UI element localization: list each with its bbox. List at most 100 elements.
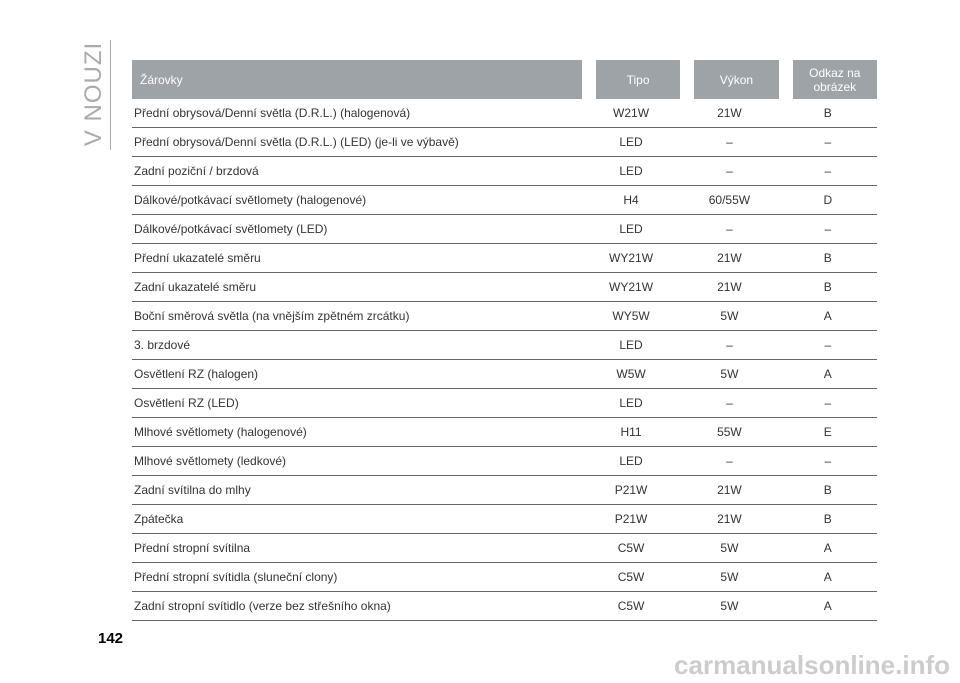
table-cell: Zadní svítilna do mlhy <box>132 476 582 505</box>
header-cell: Výkon <box>680 60 779 99</box>
table-cell: 5W <box>680 360 779 389</box>
table-cell: – <box>680 447 779 476</box>
bulb-table: Žárovky Tipo Výkon Odkaz na obrázek Přední o… <box>132 60 877 621</box>
table-cell: 21W <box>680 273 779 302</box>
table-cell: Dálkové/potkávací světlomety (halogenové… <box>132 186 582 215</box>
table-row: Přední obrysová/Denní světla (D.R.L.) (h… <box>132 99 877 128</box>
table-cell: Přední stropní svítilna <box>132 534 582 563</box>
table-row: Osvětlení RZ (halogen) W5W 5W A <box>132 360 877 389</box>
table-cell: P21W <box>581 505 681 534</box>
table-cell: A <box>778 360 877 389</box>
table-cell: E <box>778 418 877 447</box>
table-row: Dálkové/potkávací světlomety (LED) LED – – <box>132 215 877 244</box>
table-cell: WY21W <box>581 244 681 273</box>
side-tab: V NOUZI <box>80 40 111 150</box>
table-row: Mlhové světlomety (halogenové) H11 55W E <box>132 418 877 447</box>
table-row: Zadní poziční / brzdová LED – – <box>132 157 877 186</box>
table-cell: 21W <box>680 476 779 505</box>
table-cell: Osvětlení RZ (LED) <box>132 389 582 418</box>
table-cell: A <box>778 302 877 331</box>
table-cell: Zadní poziční / brzdová <box>132 157 582 186</box>
table-cell: Osvětlení RZ (halogen) <box>132 360 582 389</box>
table-cell: A <box>778 534 877 563</box>
table-cell: C5W <box>581 563 681 592</box>
table-cell: – <box>680 389 779 418</box>
table-cell: Přední obrysová/Denní světla (D.R.L.) (L… <box>132 128 582 157</box>
header-cell: Tipo <box>581 60 681 99</box>
table-cell: H4 <box>581 186 681 215</box>
table-cell: – <box>778 157 877 186</box>
table-cell: W21W <box>581 99 681 128</box>
table-cell: – <box>680 331 779 360</box>
table-cell: A <box>778 592 877 621</box>
table-cell: – <box>778 215 877 244</box>
table-cell: B <box>778 99 877 128</box>
table-cell: WY21W <box>581 273 681 302</box>
table-cell: P21W <box>581 476 681 505</box>
table-cell: A <box>778 563 877 592</box>
page-number: 142 <box>98 630 124 647</box>
table-cell: 5W <box>680 563 779 592</box>
table-cell: 5W <box>680 302 779 331</box>
header-cell: Odkaz na obrázek <box>778 60 877 99</box>
table-cell: B <box>778 505 877 534</box>
table-row: Osvětlení RZ (LED) LED – – <box>132 389 877 418</box>
table-cell: 21W <box>680 505 779 534</box>
table-cell: – <box>680 128 779 157</box>
table-cell: – <box>778 331 877 360</box>
table-cell: Přední stropní svítidla (sluneční clony) <box>132 563 582 592</box>
table-cell: C5W <box>581 592 681 621</box>
table-cell: – <box>778 128 877 157</box>
table-cell: Zpátečka <box>132 505 582 534</box>
table-cell: Zadní stropní svítidlo (verze bez střešn… <box>132 592 582 621</box>
table-row: Přední stropní svítilna C5W 5W A <box>132 534 877 563</box>
table-cell: Mlhové světlomety (halogenové) <box>132 418 582 447</box>
table-cell: C5W <box>581 534 681 563</box>
side-label: V NOUZI <box>80 41 108 147</box>
table-row: Zadní svítilna do mlhy P21W 21W B <box>132 476 877 505</box>
table-cell: B <box>778 476 877 505</box>
table-cell: 5W <box>680 534 779 563</box>
table-row: Boční směrová světla (na vnějším zpětném… <box>132 302 877 331</box>
table-cell: LED <box>581 447 681 476</box>
table-cell: D <box>778 186 877 215</box>
table-cell: H11 <box>581 418 681 447</box>
table-cell: W5W <box>581 360 681 389</box>
table-cell: LED <box>581 215 681 244</box>
table-row: 3. brzdové LED – – <box>132 331 877 360</box>
table-row: Přední ukazatelé směru WY21W 21W B <box>132 244 877 273</box>
table-cell: LED <box>581 331 681 360</box>
table-cell: LED <box>581 157 681 186</box>
table-cell: Dálkové/potkávací světlomety (LED) <box>132 215 582 244</box>
table-cell: 21W <box>680 244 779 273</box>
table-row: Zadní ukazatelé směru WY21W 21W B <box>132 273 877 302</box>
table-row: Mlhové světlomety (ledkové) LED – – <box>132 447 877 476</box>
table-cell: LED <box>581 128 681 157</box>
table-row: Dálkové/potkávací světlomety (halogenové… <box>132 186 877 215</box>
table-cell: 21W <box>680 99 779 128</box>
table-cell: B <box>778 273 877 302</box>
table-cell: Přední obrysová/Denní světla (D.R.L.) (h… <box>132 99 582 128</box>
table-cell: – <box>778 389 877 418</box>
table-cell: 60/55W <box>680 186 779 215</box>
table-cell: Boční směrová světla (na vnějším zpětném… <box>132 302 582 331</box>
header-cell: Žárovky <box>132 60 582 99</box>
table-cell: Přední ukazatelé směru <box>132 244 582 273</box>
table-cell: Zadní ukazatelé směru <box>132 273 582 302</box>
table-row: Přední obrysová/Denní světla (D.R.L.) (L… <box>132 128 877 157</box>
table-cell: LED <box>581 389 681 418</box>
table-cell: – <box>778 447 877 476</box>
table-cell: Mlhové světlomety (ledkové) <box>132 447 582 476</box>
watermark: carmanualsonline.info <box>674 650 950 680</box>
table-row: Zadní stropní svítidlo (verze bez střešn… <box>132 592 877 621</box>
table-cell: B <box>778 244 877 273</box>
table-row: Zpátečka P21W 21W B <box>132 505 877 534</box>
table-cell: – <box>680 157 779 186</box>
table-cell: 3. brzdové <box>132 331 582 360</box>
table-cell: 55W <box>680 418 779 447</box>
table-cell: 5W <box>680 592 779 621</box>
table-row: Přední stropní svítidla (sluneční clony)… <box>132 563 877 592</box>
table-cell: WY5W <box>581 302 681 331</box>
table-cell: – <box>680 215 779 244</box>
